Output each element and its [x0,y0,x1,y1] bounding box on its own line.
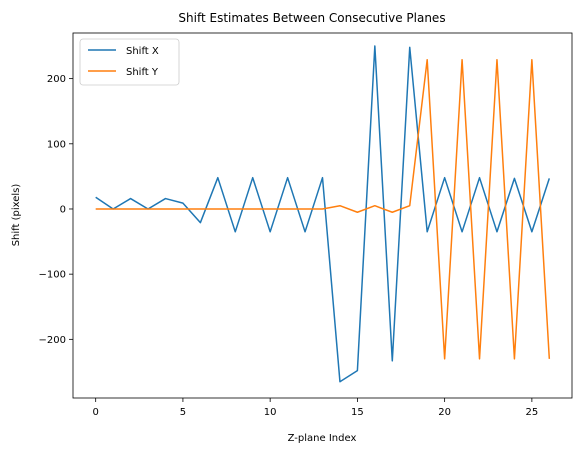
x-tick-label: 15 [351,407,364,418]
plot-frame [72,32,573,399]
y-tick-label: 100 [47,139,66,150]
chart-title: Shift Estimates Between Consecutive Plan… [178,11,445,25]
x-tick-label: 5 [180,407,186,418]
x-tick-label: 25 [526,407,539,418]
series-layer [95,45,551,383]
y-tick-label: 200 [47,74,66,85]
series-line-shift-y [95,58,551,360]
legend-label-shift-y: Shift Y [126,67,159,78]
x-tick-label: 10 [264,407,277,418]
x-tick-label: 0 [92,407,98,418]
x-axis-label: Z-plane Index [288,433,357,444]
y-tick-label: 0 [60,204,66,215]
y-tick-label: −200 [39,335,66,346]
y-tick-label: −100 [39,270,66,281]
x-axis: 0 5 10 15 20 25 [92,398,538,418]
x-tick-label: 20 [438,407,451,418]
legend: Shift X Shift Y [79,38,180,86]
y-axis-label: Shift (pixels) [11,184,22,247]
series-line-shift-x [95,45,551,383]
plot-area [72,32,573,399]
y-axis: −200 −100 0 100 200 [39,74,73,346]
legend-label-shift-x: Shift X [126,46,159,57]
